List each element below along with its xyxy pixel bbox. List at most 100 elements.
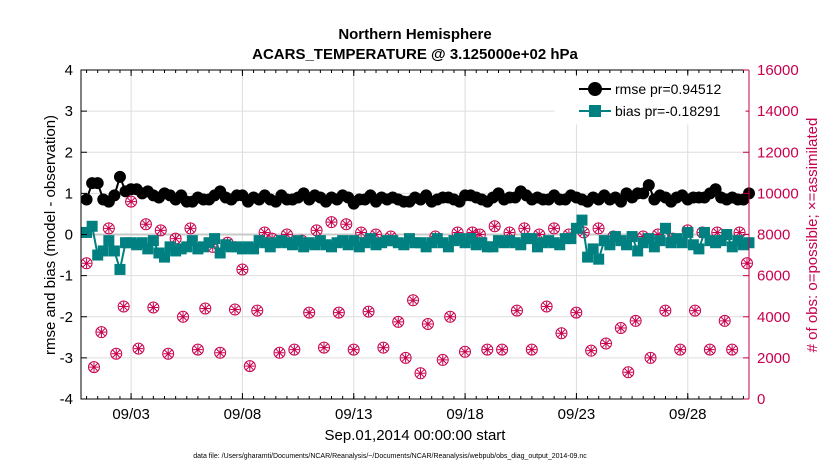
obs-count-marker bbox=[80, 257, 93, 270]
obs-assimilated-mark bbox=[133, 343, 144, 354]
obs-count-marker bbox=[718, 314, 731, 327]
bias-point bbox=[142, 243, 154, 255]
obs-count-marker bbox=[496, 343, 509, 356]
obs-possible-mark bbox=[132, 342, 145, 355]
rmse-point bbox=[80, 193, 93, 206]
obs-possible-mark bbox=[548, 222, 561, 235]
obs-assimilated-mark bbox=[282, 229, 292, 240]
obs-assimilated-mark bbox=[311, 225, 322, 236]
y-tick-label-right: 14000 bbox=[757, 103, 799, 120]
obs-assimilated-mark bbox=[675, 344, 685, 355]
obs-count-marker bbox=[318, 341, 331, 354]
obs-count-marker bbox=[95, 326, 108, 339]
y-tick-label: -4 bbox=[60, 391, 73, 408]
bias-point bbox=[159, 251, 170, 263]
obs-count-marker bbox=[340, 218, 353, 231]
obs-possible-mark bbox=[740, 257, 753, 270]
obs-count-marker bbox=[154, 224, 167, 237]
obs-assimilated-mark bbox=[304, 307, 314, 318]
obs-assimilated-mark bbox=[252, 305, 263, 316]
obs-assimilated-mark bbox=[482, 344, 493, 355]
bias-point bbox=[593, 253, 605, 265]
data-file-footnote: data file: /Users/gharamti/Documents/NCA… bbox=[193, 453, 587, 460]
obs-possible-mark bbox=[139, 218, 152, 231]
obs-possible-mark bbox=[674, 343, 687, 356]
obs-count-marker bbox=[139, 218, 152, 231]
obs-assimilated-mark bbox=[534, 229, 545, 240]
obs-count-marker bbox=[191, 343, 204, 356]
bias-point bbox=[181, 241, 193, 253]
obs-assimilated-mark bbox=[727, 344, 737, 355]
bias-point bbox=[487, 241, 499, 253]
obs-assimilated-mark bbox=[178, 311, 188, 322]
obs-assimilated-mark bbox=[638, 231, 648, 242]
obs-possible-mark bbox=[444, 310, 457, 323]
obs-possible-mark bbox=[102, 222, 115, 235]
bias-point bbox=[643, 233, 655, 245]
bias-point bbox=[726, 241, 738, 253]
legend bbox=[554, 75, 746, 125]
y-axis-label-right: # of obs: o=possible; ×=assimilated bbox=[804, 118, 821, 353]
obs-possible-mark bbox=[303, 306, 316, 319]
legend-box bbox=[554, 75, 746, 125]
obs-count-marker bbox=[459, 345, 472, 358]
bias-point bbox=[554, 239, 566, 251]
obs-possible-mark bbox=[392, 315, 405, 328]
x-tick-label: 09/03 bbox=[112, 406, 150, 423]
obs-possible-mark bbox=[726, 343, 739, 356]
obs-assimilated-mark bbox=[118, 301, 129, 312]
y-axis-label-left: rmse and bias (model - observation) bbox=[42, 115, 59, 355]
obs-possible-mark bbox=[191, 343, 204, 356]
x-tick-label: 09/18 bbox=[446, 406, 484, 423]
obs-possible-mark bbox=[436, 353, 449, 366]
bias-point bbox=[136, 237, 148, 249]
bias-point bbox=[398, 239, 410, 251]
obs-possible-mark bbox=[414, 367, 427, 380]
obs-assimilated-mark bbox=[460, 346, 470, 357]
obs-count-marker bbox=[510, 304, 523, 317]
obs-assimilated-mark bbox=[155, 225, 166, 236]
obs-possible-mark bbox=[117, 300, 130, 313]
obs-assimilated-mark bbox=[705, 344, 715, 355]
obs-count-marker bbox=[414, 367, 427, 380]
obs-assimilated-mark bbox=[341, 219, 352, 230]
obs-count-marker bbox=[444, 310, 457, 323]
bias-point bbox=[147, 235, 159, 247]
rmse-point bbox=[614, 195, 627, 208]
bias-point bbox=[660, 222, 671, 234]
obs-assimilated-mark bbox=[519, 223, 530, 234]
bias-point bbox=[604, 239, 616, 251]
obs-assimilated-mark bbox=[81, 258, 92, 269]
obs-count-marker bbox=[548, 222, 561, 235]
obs-assimilated-mark bbox=[89, 362, 99, 372]
obs-assimilated-mark bbox=[734, 227, 745, 238]
obs-count-marker bbox=[481, 343, 494, 356]
obs-possible-mark bbox=[718, 314, 731, 327]
y-tick-label: -3 bbox=[60, 350, 73, 367]
bias-point bbox=[632, 245, 644, 257]
obs-assimilated-mark bbox=[319, 342, 329, 353]
obs-count-marker bbox=[674, 343, 687, 356]
obs-count-marker bbox=[347, 343, 360, 356]
x-axis-label: Sep.01,2014 00:00:00 start bbox=[325, 427, 507, 444]
obs-possible-mark bbox=[347, 343, 360, 356]
obs-assimilated-mark bbox=[467, 227, 478, 238]
obs-possible-mark bbox=[659, 304, 672, 317]
x-tick-label: 09/08 bbox=[224, 406, 262, 423]
y-tick-label-right: 8000 bbox=[757, 227, 790, 244]
obs-count-marker bbox=[622, 366, 635, 379]
obs-assimilated-mark bbox=[712, 227, 723, 238]
obs-count-marker bbox=[169, 232, 182, 245]
obs-possible-mark bbox=[251, 304, 264, 317]
rmse-point bbox=[91, 177, 104, 190]
rmse-point bbox=[709, 183, 722, 196]
obs-possible-mark bbox=[510, 304, 523, 317]
obs-possible-mark bbox=[199, 302, 212, 315]
obs-possible-mark bbox=[228, 303, 241, 316]
y-tick-label-right: 0 bbox=[757, 391, 765, 408]
y-tick-label-right: 6000 bbox=[757, 268, 790, 285]
obs-count-marker bbox=[236, 263, 249, 276]
obs-assimilated-mark bbox=[237, 264, 248, 275]
y-tick-label: -1 bbox=[60, 268, 73, 285]
